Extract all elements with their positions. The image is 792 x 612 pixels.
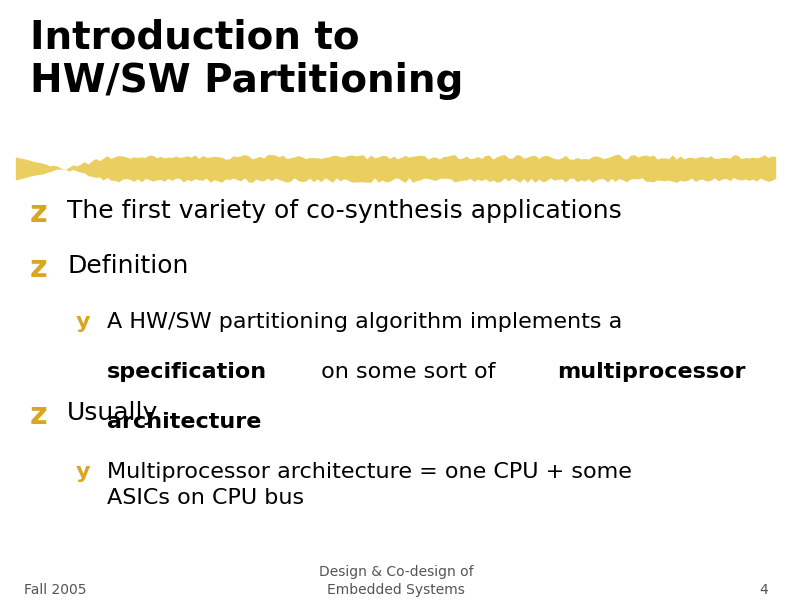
Text: Definition: Definition <box>67 254 188 278</box>
Text: z: z <box>30 254 48 283</box>
Text: The first variety of co-synthesis applications: The first variety of co-synthesis applic… <box>67 199 622 223</box>
Polygon shape <box>16 155 776 183</box>
Text: z: z <box>30 199 48 228</box>
Text: architecture: architecture <box>107 412 261 433</box>
Text: specification: specification <box>107 362 267 382</box>
Text: Usually: Usually <box>67 401 158 425</box>
Text: z: z <box>30 401 48 430</box>
Text: Multiprocessor architecture = one CPU + some
ASICs on CPU bus: Multiprocessor architecture = one CPU + … <box>107 462 632 508</box>
Text: Fall 2005: Fall 2005 <box>24 583 86 597</box>
Text: y: y <box>75 312 89 332</box>
Text: A HW/SW partitioning algorithm implements a: A HW/SW partitioning algorithm implement… <box>107 312 623 332</box>
Text: Design & Co-design of
Embedded Systems: Design & Co-design of Embedded Systems <box>318 565 474 597</box>
Text: multiprocessor: multiprocessor <box>557 362 745 382</box>
Text: Introduction to
HW/SW Partitioning: Introduction to HW/SW Partitioning <box>30 18 463 100</box>
Text: 4: 4 <box>760 583 768 597</box>
Text: y: y <box>75 462 89 482</box>
Text: on some sort of: on some sort of <box>314 362 502 382</box>
